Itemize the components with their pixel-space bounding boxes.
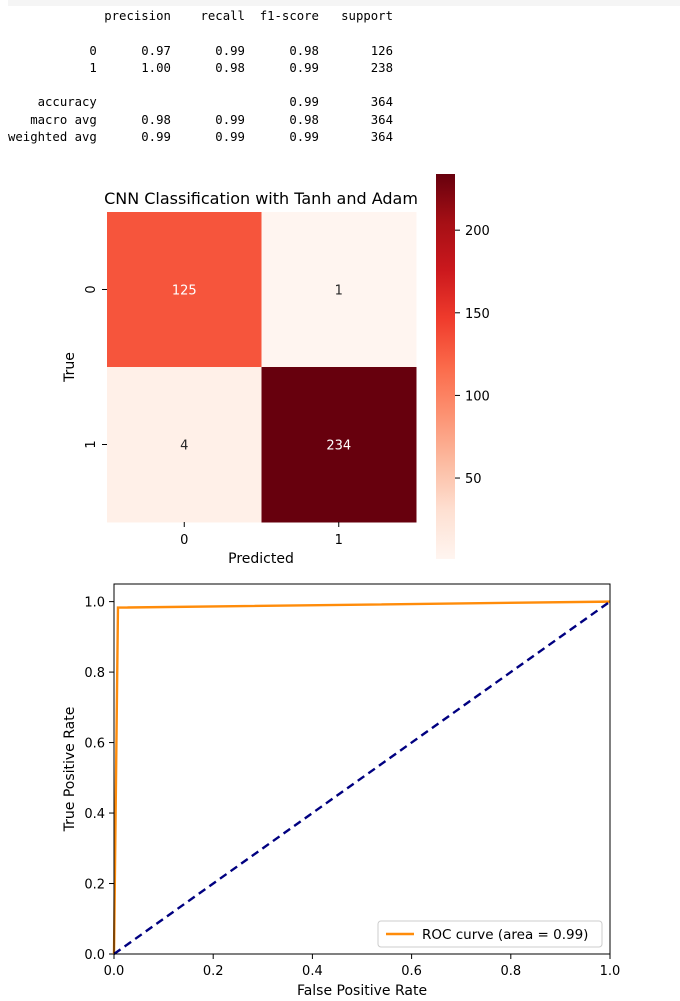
x-tick-label: 0.8 (500, 964, 521, 979)
roc-xlabel: False Positive Rate (297, 983, 427, 999)
colorbar-tick-label: 200 (465, 224, 490, 239)
x-tick-label: 1.0 (600, 964, 621, 979)
x-tick-label: 0 (180, 533, 188, 548)
y-tick-label: 0.8 (84, 666, 105, 681)
legend-label: ROC curve (area = 0.99) (422, 927, 588, 943)
y-tick-label: 1 (84, 440, 99, 448)
heatmap-cell-value: 125 (172, 284, 197, 299)
legend: ROC curve (area = 0.99) (377, 920, 603, 948)
x-tick-label: 0.2 (203, 964, 224, 979)
confusion-matrix-ylabel: True (62, 352, 78, 383)
y-tick-label: 1.0 (84, 596, 105, 611)
x-tick-label: 0.4 (302, 964, 323, 979)
x-tick-label: 0.6 (401, 964, 422, 979)
heatmap-cell-value: 1 (335, 284, 343, 299)
y-tick-label: 0.6 (84, 737, 105, 752)
roc-curve-line (112, 600, 611, 955)
y-tick-label: 0 (84, 285, 99, 293)
y-tick-label: 0.2 (84, 878, 105, 893)
roc-ylabel: True Positive Rate (62, 707, 78, 833)
x-tick-label: 1 (335, 533, 343, 548)
output-top-bar (8, 0, 680, 6)
chance-diagonal-line (113, 600, 611, 955)
y-tick-label: 0.0 (84, 948, 105, 963)
legend-box (377, 920, 603, 948)
x-tick-label: 0.0 (104, 964, 125, 979)
y-tick-label: 0.4 (84, 807, 105, 822)
heatmap-cell-value: 4 (180, 439, 188, 454)
heatmap-cell (261, 367, 417, 523)
colorbar-tick-label: 150 (465, 307, 490, 322)
classification-report: precision recall f1-score support 0 0.97… (8, 9, 393, 145)
plot-frame (113, 583, 611, 955)
heatmap-cell (261, 212, 417, 368)
heatmap-cell-value: 234 (326, 439, 351, 454)
confusion-matrix-title: CNN Classification with Tanh and Adam (104, 189, 418, 208)
colorbar-tick-label: 100 (465, 389, 490, 404)
heatmap-cell (107, 367, 262, 523)
colorbar-tick-label: 50 (465, 472, 482, 487)
confusion-matrix-xlabel: Predicted (228, 551, 294, 567)
colorbar (436, 174, 455, 559)
heatmap-cell (107, 212, 262, 368)
